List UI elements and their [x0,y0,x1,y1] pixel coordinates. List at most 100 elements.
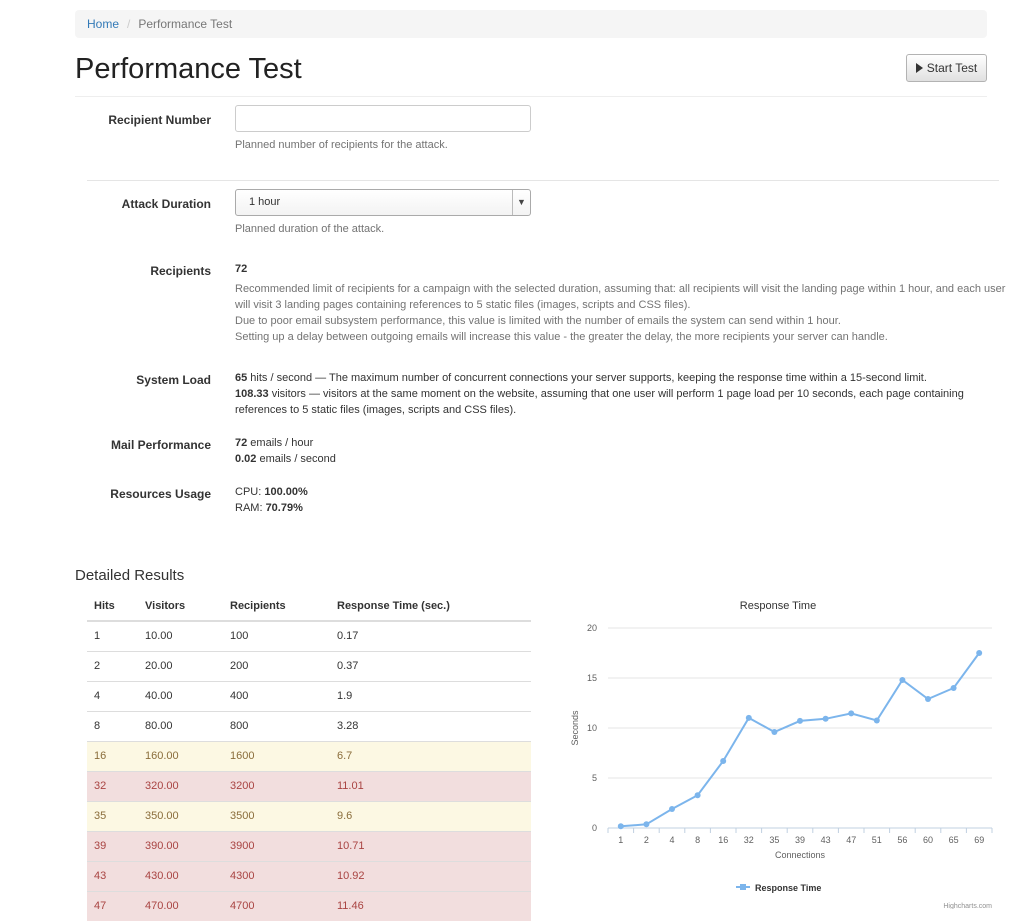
y-tick-label: 0 [592,823,597,833]
cpu-value: 100.00% [264,486,308,498]
table-cell: 47 [87,890,138,921]
emails-per-hour-value: 72 [235,437,248,449]
table-cell: 32 [87,770,138,801]
table-cell: 11.01 [330,770,531,801]
visitors-line: 108.33 visitors — visitors at the same m… [235,386,964,402]
x-tick-label: 39 [795,835,805,845]
x-tick-label: 4 [669,835,674,845]
form-divider [87,180,999,181]
mail-performance-label: Mail Performance [110,438,211,452]
hits-text: hits / second — The maximum number of co… [247,372,927,384]
recipients-label: Recipients [150,264,211,278]
breadcrumb: Home / Performance Test [75,10,987,38]
x-tick-label: 8 [695,835,700,845]
table-row: 4 40.00 400 1.9 [87,680,531,711]
breadcrumb-current: Performance Test [138,17,233,31]
y-tick-label: 5 [592,773,597,783]
y-axis-label: Seconds [570,710,580,746]
x-tick-label: 69 [974,835,984,845]
table-cell: 400 [223,680,330,711]
table-cell: 39 [87,830,138,861]
start-test-button[interactable]: Start Test [906,54,987,82]
table-cell: 390.00 [138,830,223,861]
resources-usage-details: CPU: 100.00% RAM: 70.79% [235,484,308,516]
mail-performance-details: 72 emails / hour 0.02 emails / second [235,435,336,467]
table-cell: 3200 [223,770,330,801]
visitors-text: visitors — visitors at the same moment o… [268,388,964,400]
table-cell: 10.71 [330,830,531,861]
data-point [617,823,624,830]
emails-per-hour-text: emails / hour [247,437,314,449]
table-cell: 40.00 [138,680,223,711]
x-tick-label: 2 [644,835,649,845]
recipient-number-input[interactable] [235,105,531,132]
table-cell: 3.28 [330,710,531,741]
table-cell: 160.00 [138,740,223,771]
response-time-chart: Response Time 0 5 10 15 20 Seconds 1 2 4 8 16 32 35 39… [560,592,1000,910]
x-tick-label: 51 [872,835,882,845]
column-header: Recipients [223,591,330,622]
table-cell: 2 [87,650,138,681]
data-point [873,717,880,724]
emails-per-hour: 72 emails / hour [235,435,336,451]
x-tick-label: 1 [618,835,623,845]
attack-duration-select[interactable]: 1 hour ▼ [235,189,531,216]
chevron-down-icon[interactable]: ▼ [512,190,530,215]
recipients-desc-line: Setting up a delay between outgoing emai… [235,331,888,343]
x-tick-label: 47 [846,835,856,845]
table-cell: 80.00 [138,710,223,741]
y-tick-label: 15 [587,673,597,683]
resources-usage-label: Resources Usage [110,487,211,501]
table-cell: 1.9 [330,680,531,711]
table-row: 32 320.00 3200 11.01 [87,770,531,801]
page-title: Performance Test [75,53,302,85]
table-cell: 6.7 [330,740,531,771]
table-cell: 3500 [223,800,330,831]
x-tick-label: 60 [923,835,933,845]
table-cell: 470.00 [138,890,223,921]
table-cell: 9.6 [330,800,531,831]
table-row: 8 80.00 800 3.28 [87,710,531,741]
chart-svg: Response Time 0 5 10 15 20 Seconds 1 2 4 8 16 32 35 39… [570,600,993,910]
table-cell: 10.00 [138,620,223,651]
column-header: Response Time (sec.) [330,591,531,622]
x-tick-label: 35 [769,835,779,845]
breadcrumb-separator: / [127,17,131,31]
table-cell: 430.00 [138,860,223,891]
breadcrumb-home-link[interactable]: Home [87,17,120,31]
x-tick-label: 32 [744,835,754,845]
detailed-results-title: Detailed Results [75,567,185,584]
data-point [643,821,650,828]
table-cell: 100 [223,620,330,651]
table-cell: 1 [87,620,138,651]
data-point [925,696,931,702]
x-axis-label: Connections [775,850,826,860]
table-cell: 1600 [223,740,330,771]
x-tick-label: 65 [949,835,959,845]
x-tick-label: 56 [897,835,907,845]
visitors-value: 108.33 [235,388,269,400]
table-cell: 0.17 [330,620,531,651]
emails-per-second: 0.02 emails / second [235,451,336,467]
data-point [976,650,983,656]
recipients-desc-line: will visit 3 landing pages containing re… [235,299,691,311]
x-tick-label: 43 [821,835,831,845]
ram-label: RAM: [235,502,266,514]
x-tick-label: 16 [718,835,728,845]
data-point [669,806,675,812]
table-cell: 800 [223,710,330,741]
data-point [899,677,906,683]
attack-duration-help: Planned duration of the attack. [235,223,385,235]
system-load-label: System Load [136,373,211,387]
table-cell: 4300 [223,860,330,891]
cpu-usage: CPU: 100.00% [235,484,308,500]
start-test-label: Start Test [926,61,978,75]
results-header-row: Hits Visitors Recipients Response Time (… [87,591,531,622]
table-cell: 320.00 [138,770,223,801]
title-divider [75,96,987,97]
emails-per-second-value: 0.02 [235,453,257,465]
table-row: 47 470.00 4700 11.46 [87,890,531,921]
data-point [720,758,727,764]
data-point [771,729,778,735]
cpu-label: CPU: [235,486,265,498]
